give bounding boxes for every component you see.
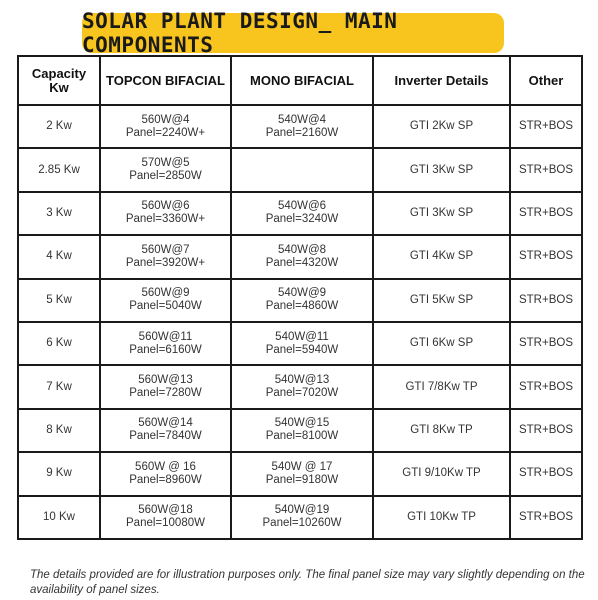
topcon-cell: 560W@13 Panel=7280W <box>99 364 232 410</box>
other-cell: STR+BOS <box>509 364 583 410</box>
mono-bifacial-cell: 540W@9 Panel=4860W <box>230 277 374 323</box>
topcon-cell: 560W@11 Panel=6160W <box>99 320 232 367</box>
inverter-cell: GTI 3Kw SP <box>372 190 511 237</box>
table-row: 2.85 Kw 570W@5 Panel=2850W GTI 3Kw SP STR+BO… <box>17 147 583 193</box>
capacity-cell: 7 Kw <box>17 364 101 410</box>
other-cell: STR+BOS <box>509 494 583 540</box>
topcon-cell: 560W@9 Panel=5040W <box>99 277 232 323</box>
capacity-cell: 9 Kw <box>17 451 101 497</box>
inverter-cell: GTI 8Kw TP <box>372 407 511 454</box>
capacity-cell: 6 Kw <box>17 320 101 367</box>
table-row: 7 Kw 560W@13 Panel=7280W 540W@13 Panel=7020W… <box>17 364 583 410</box>
inverter-cell: GTI 3Kw SP <box>372 147 511 193</box>
other-cell: STR+BOS <box>509 147 583 193</box>
topcon-cell: 560W@14 Panel=7840W <box>99 407 232 454</box>
other-cell: STR+BOS <box>509 407 583 454</box>
table-row: 4 Kw 560W@7 Panel=3920W+ 540W@8 Panel=4320W G… <box>17 234 583 280</box>
other-cell: STR+BOS <box>509 103 583 150</box>
mono-bifacial-cell: 540W@19 Panel=10260W <box>230 494 374 540</box>
topcon-cell: 570W@5 Panel=2850W <box>99 147 232 193</box>
mono-bifacial-cell: 540W @ 17 Panel=9180W <box>230 451 374 497</box>
mono-bifacial-cell: 540W@4 Panel=2160W <box>230 103 374 150</box>
header-row: Capacity Kw TOPCON BIFACIAL MONO BIFACIA… <box>17 55 583 106</box>
inverter-cell: GTI 9/10Kw TP <box>372 451 511 497</box>
topcon-cell: 560W@18 Panel=10080W <box>99 494 232 540</box>
other-cell: STR+BOS <box>509 320 583 367</box>
page-title: SOLAR PLANT DESIGN_ MAIN COMPONENTS <box>82 9 504 57</box>
header-mono-bifacial: MONO BIFACIAL <box>230 55 374 106</box>
table-row: 3 Kw 560W@6 Panel=3360W+ 540W@6 Panel=3240W G… <box>17 190 583 237</box>
header-inverter: Inverter Details <box>372 55 511 106</box>
table-row: 6 Kw 560W@11 Panel=6160W 540W@11 Panel=5940W… <box>17 320 583 367</box>
inverter-cell: GTI 2Kw SP <box>372 103 511 150</box>
capacity-cell: 5 Kw <box>17 277 101 323</box>
table-row: 10 Kw 560W@18 Panel=10080W 540W@19 Panel=102… <box>17 494 583 540</box>
disclaimer-note: The details provided are for illustratio… <box>30 569 585 596</box>
mono-bifacial-cell: 540W@15 Panel=8100W <box>230 407 374 454</box>
header-other: Other <box>509 55 583 106</box>
mono-bifacial-cell: 540W@8 Panel=4320W <box>230 234 374 280</box>
capacity-cell: 3 Kw <box>17 190 101 237</box>
header-capacity: Capacity Kw <box>17 55 101 106</box>
capacity-cell: 2 Kw <box>17 103 101 150</box>
topcon-cell: 560W@7 Panel=3920W+ <box>99 234 232 280</box>
topcon-cell: 560W @ 16 Panel=8960W <box>99 451 232 497</box>
table-row: 8 Kw 560W@14 Panel=7840W 540W@15 Panel=8100W… <box>17 407 583 454</box>
mono-bifacial-cell: 540W@11 Panel=5940W <box>230 320 374 367</box>
topcon-cell: 560W@6 Panel=3360W+ <box>99 190 232 237</box>
inverter-cell: GTI 10Kw TP <box>372 494 511 540</box>
capacity-cell: 2.85 Kw <box>17 147 101 193</box>
inverter-cell: GTI 5Kw SP <box>372 277 511 323</box>
other-cell: STR+BOS <box>509 277 583 323</box>
mono-bifacial-cell: 540W@13 Panel=7020W <box>230 364 374 410</box>
mono-bifacial-cell <box>230 147 374 193</box>
mono-bifacial-cell: 540W@6 Panel=3240W <box>230 190 374 237</box>
other-cell: STR+BOS <box>509 234 583 280</box>
other-cell: STR+BOS <box>509 451 583 497</box>
inverter-cell: GTI 4Kw SP <box>372 234 511 280</box>
topcon-cell: 560W@4 Panel=2240W+ <box>99 103 232 150</box>
inverter-cell: GTI 6Kw SP <box>372 320 511 367</box>
table-row: 2 Kw 560W@4 Panel=2240W+ 540W@4 Panel=2160W G… <box>17 103 583 150</box>
components-table: Capacity Kw TOPCON BIFACIAL MONO BIFACIA… <box>17 55 583 540</box>
header-topcon: TOPCON BIFACIAL <box>99 55 232 106</box>
table-row: 5 Kw 560W@9 Panel=5040W 540W@9 Panel=4860W GT… <box>17 277 583 323</box>
capacity-cell: 4 Kw <box>17 234 101 280</box>
capacity-cell: 8 Kw <box>17 407 101 454</box>
table-row: 9 Kw 560W @ 16 Panel=8960W 540W @ 17 Panel=9… <box>17 451 583 497</box>
other-cell: STR+BOS <box>509 190 583 237</box>
capacity-cell: 10 Kw <box>17 494 101 540</box>
inverter-cell: GTI 7/8Kw TP <box>372 364 511 410</box>
